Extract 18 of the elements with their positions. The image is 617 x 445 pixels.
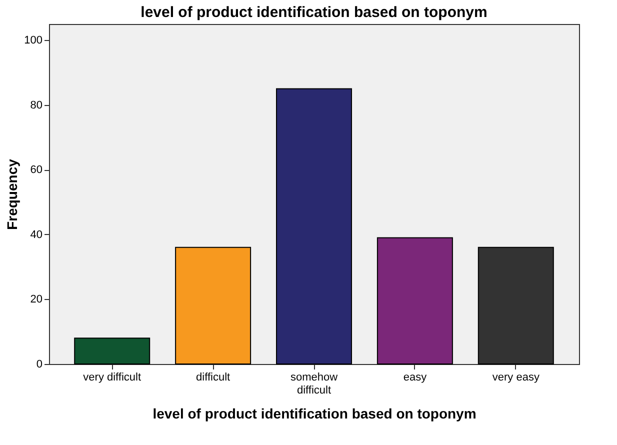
y-tick-label: 0 <box>36 358 42 370</box>
bar <box>376 237 453 364</box>
x-tick-label: somehow difficult <box>290 372 338 396</box>
bar <box>276 88 352 364</box>
x-tick-label: easy <box>403 372 428 384</box>
y-tick-label: 20 <box>30 294 42 306</box>
y-tick-label: 80 <box>30 99 42 112</box>
y-tick-label: 60 <box>30 164 42 176</box>
x-tick-label: very difficult <box>83 372 142 384</box>
bar <box>175 246 252 364</box>
bar <box>74 338 150 364</box>
y-tick-label: 100 <box>24 34 42 47</box>
y-axis-title: Frequency <box>4 158 20 230</box>
x-axis-title: level of product identification based on toponym <box>152 406 476 422</box>
x-tick-label: difficult <box>196 372 230 384</box>
chart-title: level of product identification based on toponym <box>140 4 488 21</box>
y-tick-label: 40 <box>30 228 42 241</box>
x-tick-label: very easy <box>492 372 540 384</box>
